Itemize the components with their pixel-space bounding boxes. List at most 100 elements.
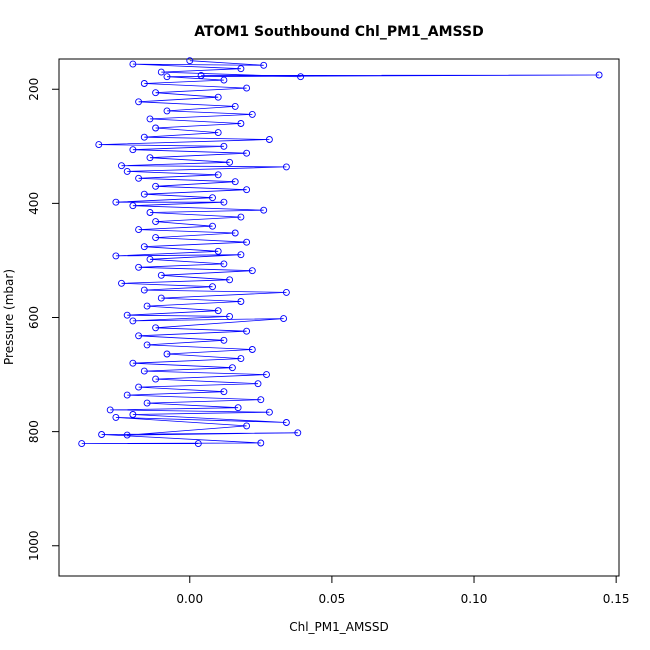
data-point (143, 302, 151, 310)
data-point (260, 61, 268, 69)
y-axis-label: Pressure (mbar) (2, 269, 16, 365)
data-point (243, 327, 251, 335)
data-point (243, 422, 251, 430)
data-point (157, 271, 165, 279)
data-point (112, 252, 120, 260)
data-point (140, 133, 148, 141)
data-point (297, 73, 305, 81)
data-point (146, 115, 154, 123)
x-axis-label: Chl_PM1_AMSSD (289, 620, 389, 634)
data-point (118, 162, 125, 170)
data-point (209, 194, 216, 202)
data-point (140, 243, 148, 251)
x-tick-label: 0.15 (603, 592, 630, 606)
data-point (140, 286, 148, 294)
data-point (220, 198, 228, 206)
y-tick-label: 1000 (27, 530, 41, 561)
data-point (595, 71, 603, 79)
y-tick-label: 800 (27, 420, 41, 443)
data-point (282, 288, 290, 296)
data-point (254, 380, 262, 388)
data-point (95, 141, 103, 149)
series-line (81, 60, 600, 444)
data-point (197, 72, 205, 79)
data-point (226, 312, 234, 320)
data-point (243, 186, 251, 194)
data-point (214, 307, 222, 315)
data-point (129, 359, 137, 367)
data-point (163, 350, 171, 358)
data-point (152, 218, 160, 226)
data-point (226, 276, 234, 284)
data-point (152, 124, 160, 132)
data-point (135, 174, 143, 182)
y-axis: 200 400 600 800 1000 (27, 78, 60, 561)
data-point (194, 440, 202, 448)
data-point (226, 158, 234, 166)
data-point (146, 255, 154, 263)
y-tick-label: 400 (27, 192, 41, 215)
data-point (231, 178, 239, 186)
data-point (123, 391, 131, 399)
data-point (146, 209, 154, 216)
data-point (146, 154, 154, 162)
data-point (263, 371, 270, 379)
data-point (220, 336, 228, 344)
data-point (135, 263, 143, 271)
data-point (129, 202, 137, 210)
data-point (257, 439, 265, 447)
data-point (129, 317, 137, 325)
data-point (237, 355, 245, 363)
data-point (237, 65, 245, 73)
data-point (220, 142, 228, 150)
data-point (129, 60, 137, 68)
data-point (214, 93, 222, 101)
data-point (152, 89, 160, 97)
data-point (143, 341, 151, 349)
data-point (140, 80, 148, 87)
data-point (157, 294, 165, 302)
data-point (220, 76, 228, 84)
data-point (163, 107, 171, 115)
data-point (220, 388, 228, 396)
data-point (228, 364, 236, 372)
data-point (282, 163, 290, 171)
data-point (98, 431, 106, 438)
x-axis: 0.00 0.05 0.10 0.15 (176, 575, 630, 606)
data-point (163, 73, 171, 81)
x-tick-label: 0.10 (461, 592, 488, 606)
data-point (243, 84, 251, 92)
data-point (237, 120, 245, 127)
data-point (140, 190, 148, 198)
data-point (214, 171, 222, 179)
data-point (112, 198, 120, 206)
data-point (265, 408, 273, 416)
data-point (135, 332, 143, 340)
data-point (257, 396, 265, 404)
data-point (135, 226, 143, 234)
x-tick-label: 0.00 (176, 592, 203, 606)
data-point (143, 399, 151, 407)
y-tick-label: 200 (27, 78, 41, 101)
data-point (280, 315, 288, 323)
data-point (234, 404, 242, 412)
data-point (106, 406, 114, 414)
data-point (231, 102, 239, 110)
series-layer (78, 57, 603, 448)
data-point (152, 234, 160, 242)
data-point (123, 431, 131, 439)
data-point (243, 149, 251, 157)
data-point (237, 298, 245, 305)
data-point (248, 346, 256, 353)
data-point (243, 238, 251, 246)
data-point (209, 222, 216, 230)
data-point (294, 429, 302, 437)
data-point (78, 440, 86, 448)
data-point (157, 68, 165, 76)
data-point (135, 383, 143, 391)
data-point (260, 206, 268, 214)
data-point (140, 367, 148, 375)
data-point (186, 57, 194, 65)
data-point (123, 167, 131, 175)
